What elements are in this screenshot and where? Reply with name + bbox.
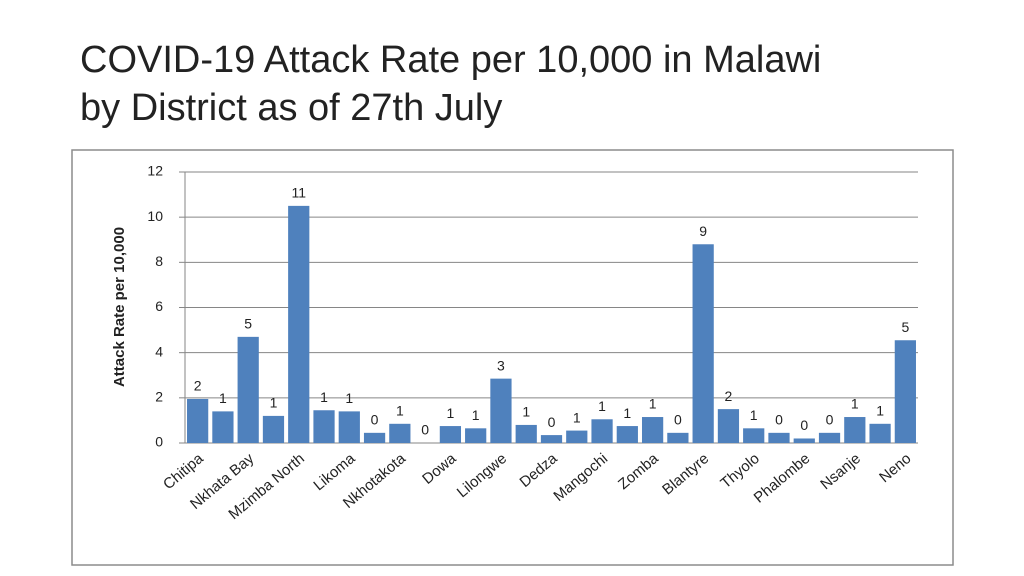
bar bbox=[692, 244, 714, 443]
data-label: 0 bbox=[800, 417, 808, 433]
y-tick-label: 10 bbox=[147, 208, 163, 224]
bar bbox=[894, 340, 916, 443]
bar bbox=[591, 419, 613, 443]
data-label: 0 bbox=[826, 412, 834, 428]
bar bbox=[869, 423, 891, 443]
chart-frame bbox=[71, 149, 954, 566]
data-label: 0 bbox=[421, 422, 429, 438]
bar bbox=[844, 417, 866, 443]
bar bbox=[338, 411, 360, 443]
y-tick-label: 2 bbox=[155, 389, 163, 405]
data-label: 1 bbox=[345, 390, 353, 406]
y-tick-label: 0 bbox=[155, 434, 163, 450]
data-label: 0 bbox=[775, 412, 783, 428]
data-label: 1 bbox=[598, 398, 606, 414]
data-label: 1 bbox=[219, 390, 227, 406]
data-label: 1 bbox=[876, 403, 884, 419]
data-label: 1 bbox=[750, 407, 758, 423]
data-label: 0 bbox=[371, 412, 379, 428]
bar bbox=[465, 428, 487, 443]
data-label: 1 bbox=[320, 389, 328, 405]
data-label: 2 bbox=[194, 378, 202, 394]
data-label: 1 bbox=[522, 404, 530, 420]
data-label: 1 bbox=[446, 405, 454, 421]
bar bbox=[313, 410, 335, 443]
bar bbox=[262, 415, 285, 443]
bar bbox=[490, 378, 512, 443]
data-label: 5 bbox=[244, 316, 252, 332]
y-tick-label: 6 bbox=[155, 298, 163, 314]
bar bbox=[439, 426, 462, 443]
bar bbox=[743, 428, 765, 443]
data-label: 5 bbox=[901, 319, 909, 335]
slide-title: COVID-19 Attack Rate per 10,000 in Malaw… bbox=[80, 39, 822, 129]
bar bbox=[768, 432, 790, 443]
y-axis-label: Attack Rate per 10,000 bbox=[111, 227, 128, 387]
bar bbox=[212, 411, 234, 443]
bar bbox=[717, 409, 740, 443]
data-label: 0 bbox=[548, 414, 556, 430]
data-label: 1 bbox=[396, 403, 404, 419]
bar bbox=[793, 438, 815, 443]
data-label: 2 bbox=[725, 388, 733, 404]
data-label: 1 bbox=[623, 405, 631, 421]
bar bbox=[237, 336, 259, 443]
data-label: 1 bbox=[472, 407, 480, 423]
bar bbox=[616, 426, 638, 443]
bar bbox=[566, 430, 588, 443]
bar bbox=[641, 417, 664, 443]
data-label: 9 bbox=[699, 223, 707, 239]
data-label: 1 bbox=[851, 396, 859, 412]
data-label: 3 bbox=[497, 357, 505, 373]
data-label: 1 bbox=[573, 409, 581, 425]
bar bbox=[288, 205, 310, 443]
data-label: 0 bbox=[674, 412, 682, 428]
bar bbox=[389, 423, 411, 443]
data-label: 1 bbox=[649, 396, 657, 412]
bar bbox=[515, 424, 537, 443]
y-tick-label: 12 bbox=[147, 163, 163, 179]
bar bbox=[363, 432, 386, 443]
data-label: 1 bbox=[270, 395, 278, 411]
y-tick-label: 8 bbox=[155, 253, 163, 269]
bar bbox=[540, 435, 563, 443]
data-label: 11 bbox=[291, 185, 306, 201]
bar bbox=[187, 398, 209, 443]
bar bbox=[818, 432, 841, 443]
y-tick-label: 4 bbox=[155, 343, 163, 359]
bar bbox=[667, 432, 689, 443]
